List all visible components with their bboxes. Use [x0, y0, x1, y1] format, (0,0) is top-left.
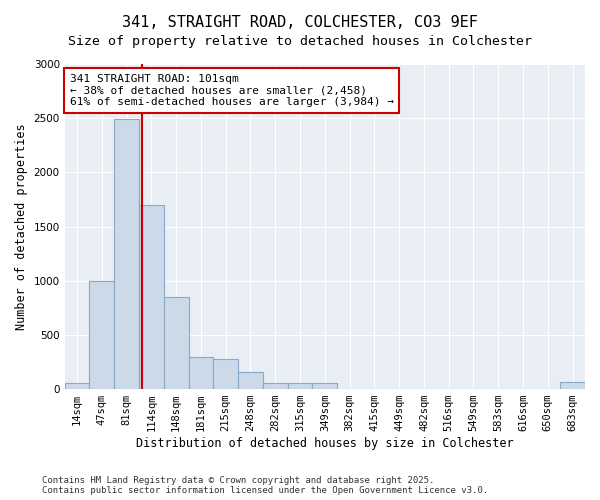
- Text: 341 STRAIGHT ROAD: 101sqm
← 38% of detached houses are smaller (2,458)
61% of se: 341 STRAIGHT ROAD: 101sqm ← 38% of detac…: [70, 74, 394, 107]
- Text: Contains HM Land Registry data © Crown copyright and database right 2025.
Contai: Contains HM Land Registry data © Crown c…: [42, 476, 488, 495]
- Bar: [313, 383, 337, 389]
- Text: Size of property relative to detached houses in Colchester: Size of property relative to detached ho…: [68, 35, 532, 48]
- Bar: [114, 120, 139, 389]
- Bar: [65, 383, 89, 389]
- Bar: [263, 383, 287, 389]
- Bar: [188, 356, 214, 389]
- Bar: [89, 280, 114, 389]
- Text: 341, STRAIGHT ROAD, COLCHESTER, CO3 9EF: 341, STRAIGHT ROAD, COLCHESTER, CO3 9EF: [122, 15, 478, 30]
- Bar: [214, 358, 238, 389]
- Bar: [287, 383, 313, 389]
- Bar: [560, 382, 585, 389]
- Bar: [164, 297, 188, 389]
- X-axis label: Distribution of detached houses by size in Colchester: Distribution of detached houses by size …: [136, 437, 514, 450]
- Bar: [238, 372, 263, 389]
- Bar: [139, 205, 164, 389]
- Y-axis label: Number of detached properties: Number of detached properties: [15, 123, 28, 330]
